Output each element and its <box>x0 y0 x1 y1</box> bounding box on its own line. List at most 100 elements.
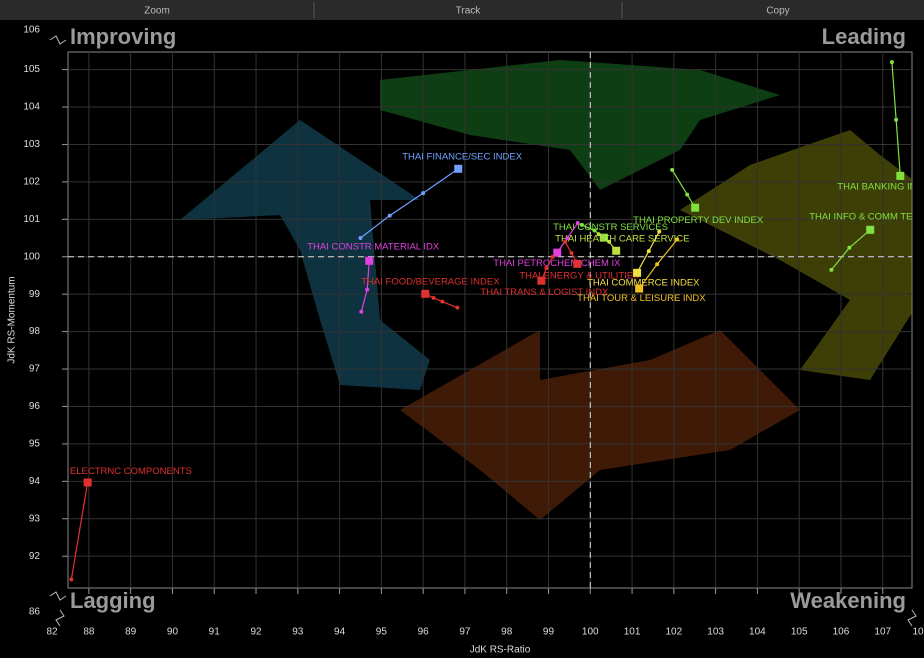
x-tick-label: 97 <box>459 627 471 638</box>
y-axis-title: JdK RS-Momentum <box>7 276 18 363</box>
plot-area <box>67 51 913 589</box>
axis-break <box>907 609 917 627</box>
head-marker <box>633 268 642 277</box>
x-break-label: 82 <box>46 627 58 638</box>
menu-copy[interactable]: Copy <box>766 6 789 17</box>
head-marker <box>83 478 92 487</box>
y-tick-label: 102 <box>23 177 40 188</box>
arrow-top <box>380 60 780 190</box>
y-tick-label: 94 <box>29 476 41 487</box>
tail-point <box>575 221 580 226</box>
series-label: THAI ELECTRNC COMPONENTS <box>46 466 192 477</box>
tail-point <box>387 213 392 218</box>
axis-break <box>49 591 67 601</box>
tail-line <box>424 293 458 309</box>
y-tick-label: 96 <box>29 401 41 412</box>
tail-point <box>894 117 899 122</box>
y-tick-label: 105 <box>23 64 40 75</box>
series-label: THAI TRANS & LOGIST INDX <box>480 287 609 298</box>
tail-point <box>596 232 601 237</box>
tail-point <box>544 265 549 270</box>
x-tick-label: 96 <box>418 627 430 638</box>
quadrant-label: Weakening <box>790 588 906 613</box>
series-label: THAI BANKING INDEX <box>837 181 924 192</box>
tail-line <box>360 168 459 239</box>
tail-point <box>440 299 445 304</box>
y-tick-label: 103 <box>23 139 40 150</box>
arrow-bottom <box>400 330 800 520</box>
series-label: THAI ENERGY & UTILITIES <box>519 270 639 281</box>
x-tick-label: 90 <box>167 627 179 638</box>
x-axis-title: JdK RS-Ratio <box>470 645 531 656</box>
arrow-right <box>680 130 912 380</box>
y-tick-label: 92 <box>29 551 41 562</box>
tail-point <box>569 251 574 255</box>
series-label: THAI INFO & COMM TECH INDEX <box>809 211 924 222</box>
head-marker <box>691 203 700 212</box>
tail-point <box>358 236 363 241</box>
tail-point <box>431 295 436 300</box>
y-tick-label: 101 <box>23 214 40 225</box>
y-tick-label: 98 <box>29 326 41 337</box>
axis-break <box>49 35 67 45</box>
tail-point <box>69 577 74 582</box>
head-marker <box>553 248 562 257</box>
menu-bar <box>0 0 924 20</box>
head-marker <box>421 289 430 298</box>
head-marker <box>537 276 546 285</box>
tail-point <box>607 239 612 244</box>
x-tick-label: 101 <box>624 627 641 638</box>
series-label: THAI PETROCHEM CHEM IX <box>493 258 621 269</box>
arrow-left <box>180 120 430 390</box>
x-tick-label: 94 <box>334 627 346 638</box>
tail-point <box>889 60 894 65</box>
head-marker <box>573 259 582 268</box>
tail-point <box>655 262 660 267</box>
quadrant-label: Lagging <box>70 588 156 613</box>
rotation-arrows <box>180 60 912 520</box>
x-tick-label: 98 <box>501 627 513 638</box>
head-marker <box>454 164 463 173</box>
tail-line <box>70 482 89 580</box>
x-tick-label: 105 <box>791 627 808 638</box>
series-label: THAI TOUR & LEISURE INDX <box>577 293 706 304</box>
series-label: THAI CONSTR MATERIAL IDX <box>307 241 440 252</box>
tail-point <box>646 249 651 254</box>
x-tick-label: 106 <box>833 627 850 638</box>
y-tick-label: 93 <box>29 513 41 524</box>
axis-break <box>55 609 65 627</box>
y-tick-label: 100 <box>23 251 40 262</box>
tail-point <box>565 236 570 241</box>
tail-point <box>365 287 370 292</box>
menu-track[interactable]: Track <box>456 6 482 17</box>
tail-point <box>421 191 426 196</box>
y-tick-label: 104 <box>23 102 40 113</box>
x-tick-label: 103 <box>707 627 724 638</box>
x-tick-label: 88 <box>83 627 95 638</box>
y-tick-label: 99 <box>29 289 41 300</box>
head-marker <box>635 284 644 293</box>
tail-point <box>550 254 555 259</box>
tail-point <box>592 228 597 233</box>
y-break-label: 106 <box>23 25 40 36</box>
quadrant-label: Improving <box>70 24 176 49</box>
y-break-label: 86 <box>29 607 41 618</box>
tail-point <box>829 267 834 272</box>
tail-point <box>579 222 584 227</box>
x-tick-label: 100 <box>582 627 599 638</box>
head-marker <box>365 256 374 265</box>
series-label: THAI PROPERTY DEV INDEX <box>633 215 764 226</box>
x-tick-label: 99 <box>543 627 555 638</box>
x-tick-label: 107 <box>874 627 891 638</box>
quadrant-label: Leading <box>822 24 906 49</box>
x-tick-label: 104 <box>749 627 766 638</box>
tail-point <box>359 309 364 314</box>
menu-zoom[interactable]: Zoom <box>144 6 170 17</box>
x-break-label: 10 <box>912 627 924 638</box>
head-marker <box>866 225 875 234</box>
series-label: THAI FINANCE/SEC INDEX <box>402 151 522 162</box>
tail-point <box>675 237 680 242</box>
tail-point <box>847 245 852 250</box>
